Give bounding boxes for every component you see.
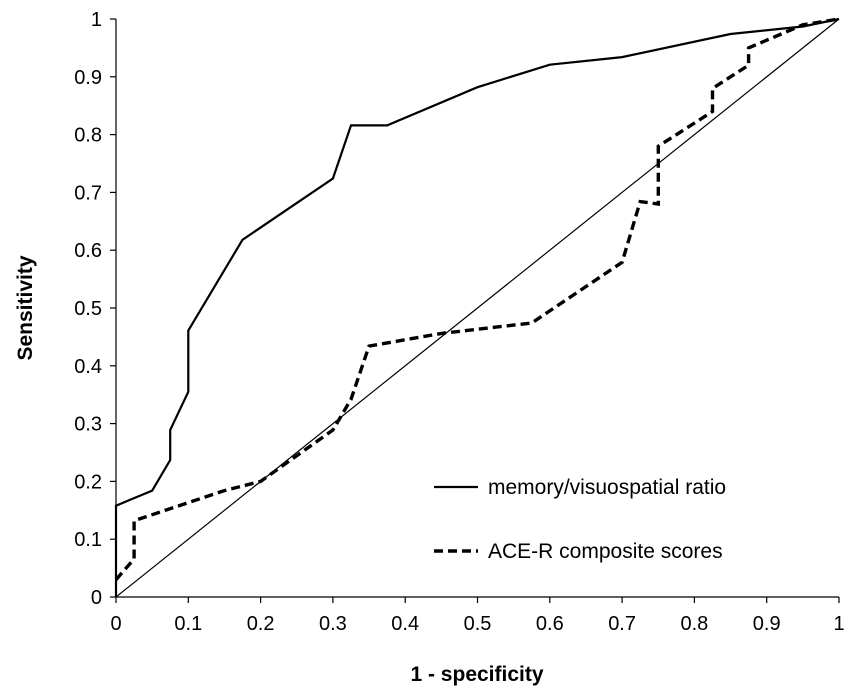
y-tick-label: 0.6 <box>74 240 102 262</box>
x-tick-label: 0.3 <box>319 613 347 635</box>
y-tick-labels: 0 0.1 0.2 0.3 0.4 0.5 0.6 0.7 0.8 0.9 1 <box>74 9 102 609</box>
x-tick-label: 0.6 <box>536 613 564 635</box>
y-tick-label: 0.1 <box>74 529 102 551</box>
y-tick-label: 0.4 <box>74 356 102 378</box>
x-tick-label: 0.4 <box>391 613 419 635</box>
x-tick-label: 0.9 <box>753 613 781 635</box>
series-line-memory-visuospatial <box>114 17 840 597</box>
plot-axes <box>110 18 840 603</box>
y-axis-title: Sensitivity <box>14 255 37 360</box>
y-tick-label: 0.2 <box>74 471 102 493</box>
series-line-ace-r-composite <box>114 17 840 581</box>
x-tick-label: 0.2 <box>247 613 275 635</box>
y-tick-label: 0.8 <box>74 125 102 147</box>
y-tick-label: 0.7 <box>74 182 102 204</box>
x-tick-label: 0.7 <box>608 613 636 635</box>
x-tick-label: 1 <box>833 613 844 635</box>
x-tick-label: 0.1 <box>174 613 202 635</box>
reference-diagonal <box>115 18 840 598</box>
legend-label-memory-visuospatial: memory/visuospatial ratio <box>488 476 726 499</box>
x-tick-label: 0.8 <box>680 613 708 635</box>
y-tick-label: 0.3 <box>74 414 102 436</box>
y-tick-label: 0 <box>91 587 102 609</box>
y-tick-label: 0.9 <box>74 67 102 89</box>
x-tick-labels: 0 0.1 0.2 0.3 0.4 0.5 0.6 0.7 0.8 0.9 1 <box>110 613 844 635</box>
y-tick-label: 1 <box>91 9 102 31</box>
y-tick-label: 0.5 <box>74 298 102 320</box>
legend: memory/visuospatial ratio ACE-R composit… <box>434 476 726 563</box>
series-layer <box>114 17 840 597</box>
legend-label-ace-r: ACE-R composite scores <box>488 540 723 563</box>
x-tick-label: 0.5 <box>464 613 492 635</box>
x-tick-label: 0 <box>110 613 121 635</box>
reference-diagonal-line <box>115 18 840 598</box>
x-axis-title: 1 - specificity <box>410 663 543 686</box>
